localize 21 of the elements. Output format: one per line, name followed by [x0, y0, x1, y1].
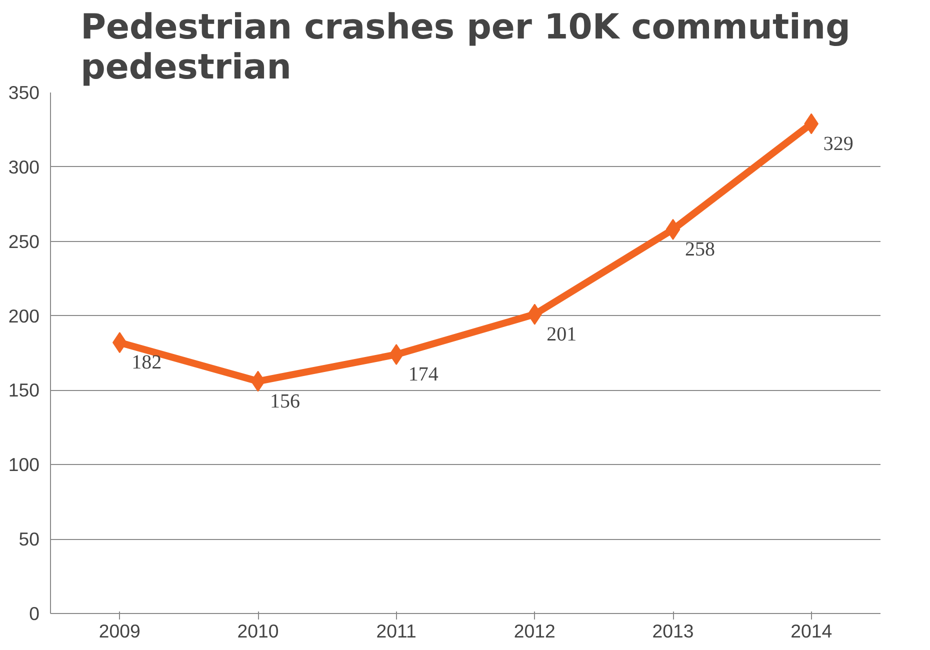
y-tick-label: 50 [18, 528, 40, 550]
data-label: 174 [408, 363, 438, 386]
x-tick-label: 2009 [98, 620, 140, 642]
chart-title: Pedestrian crashes per 10K commuting pedestrian [80, 8, 850, 88]
data-label: 201 [546, 323, 577, 346]
x-tick-label: 2013 [652, 620, 694, 642]
x-tick-label: 2011 [376, 620, 416, 642]
y-tick-label: 150 [8, 380, 40, 401]
y-tick-label: 350 [8, 82, 40, 103]
y-tick-label: 0 [29, 603, 40, 624]
y-tick-label: 300 [8, 156, 40, 178]
y-tick-label: 100 [8, 454, 40, 476]
y-tick-label: 200 [8, 305, 40, 326]
x-tick-label: 2010 [237, 620, 279, 642]
y-tick-label: 250 [8, 230, 40, 252]
data-label: 329 [823, 132, 854, 155]
data-label: 156 [270, 390, 300, 412]
x-tick-label: 2012 [514, 620, 556, 642]
data-label: 258 [685, 238, 715, 260]
x-tick-label: 2014 [790, 620, 832, 642]
data-label: 182 [132, 352, 162, 374]
